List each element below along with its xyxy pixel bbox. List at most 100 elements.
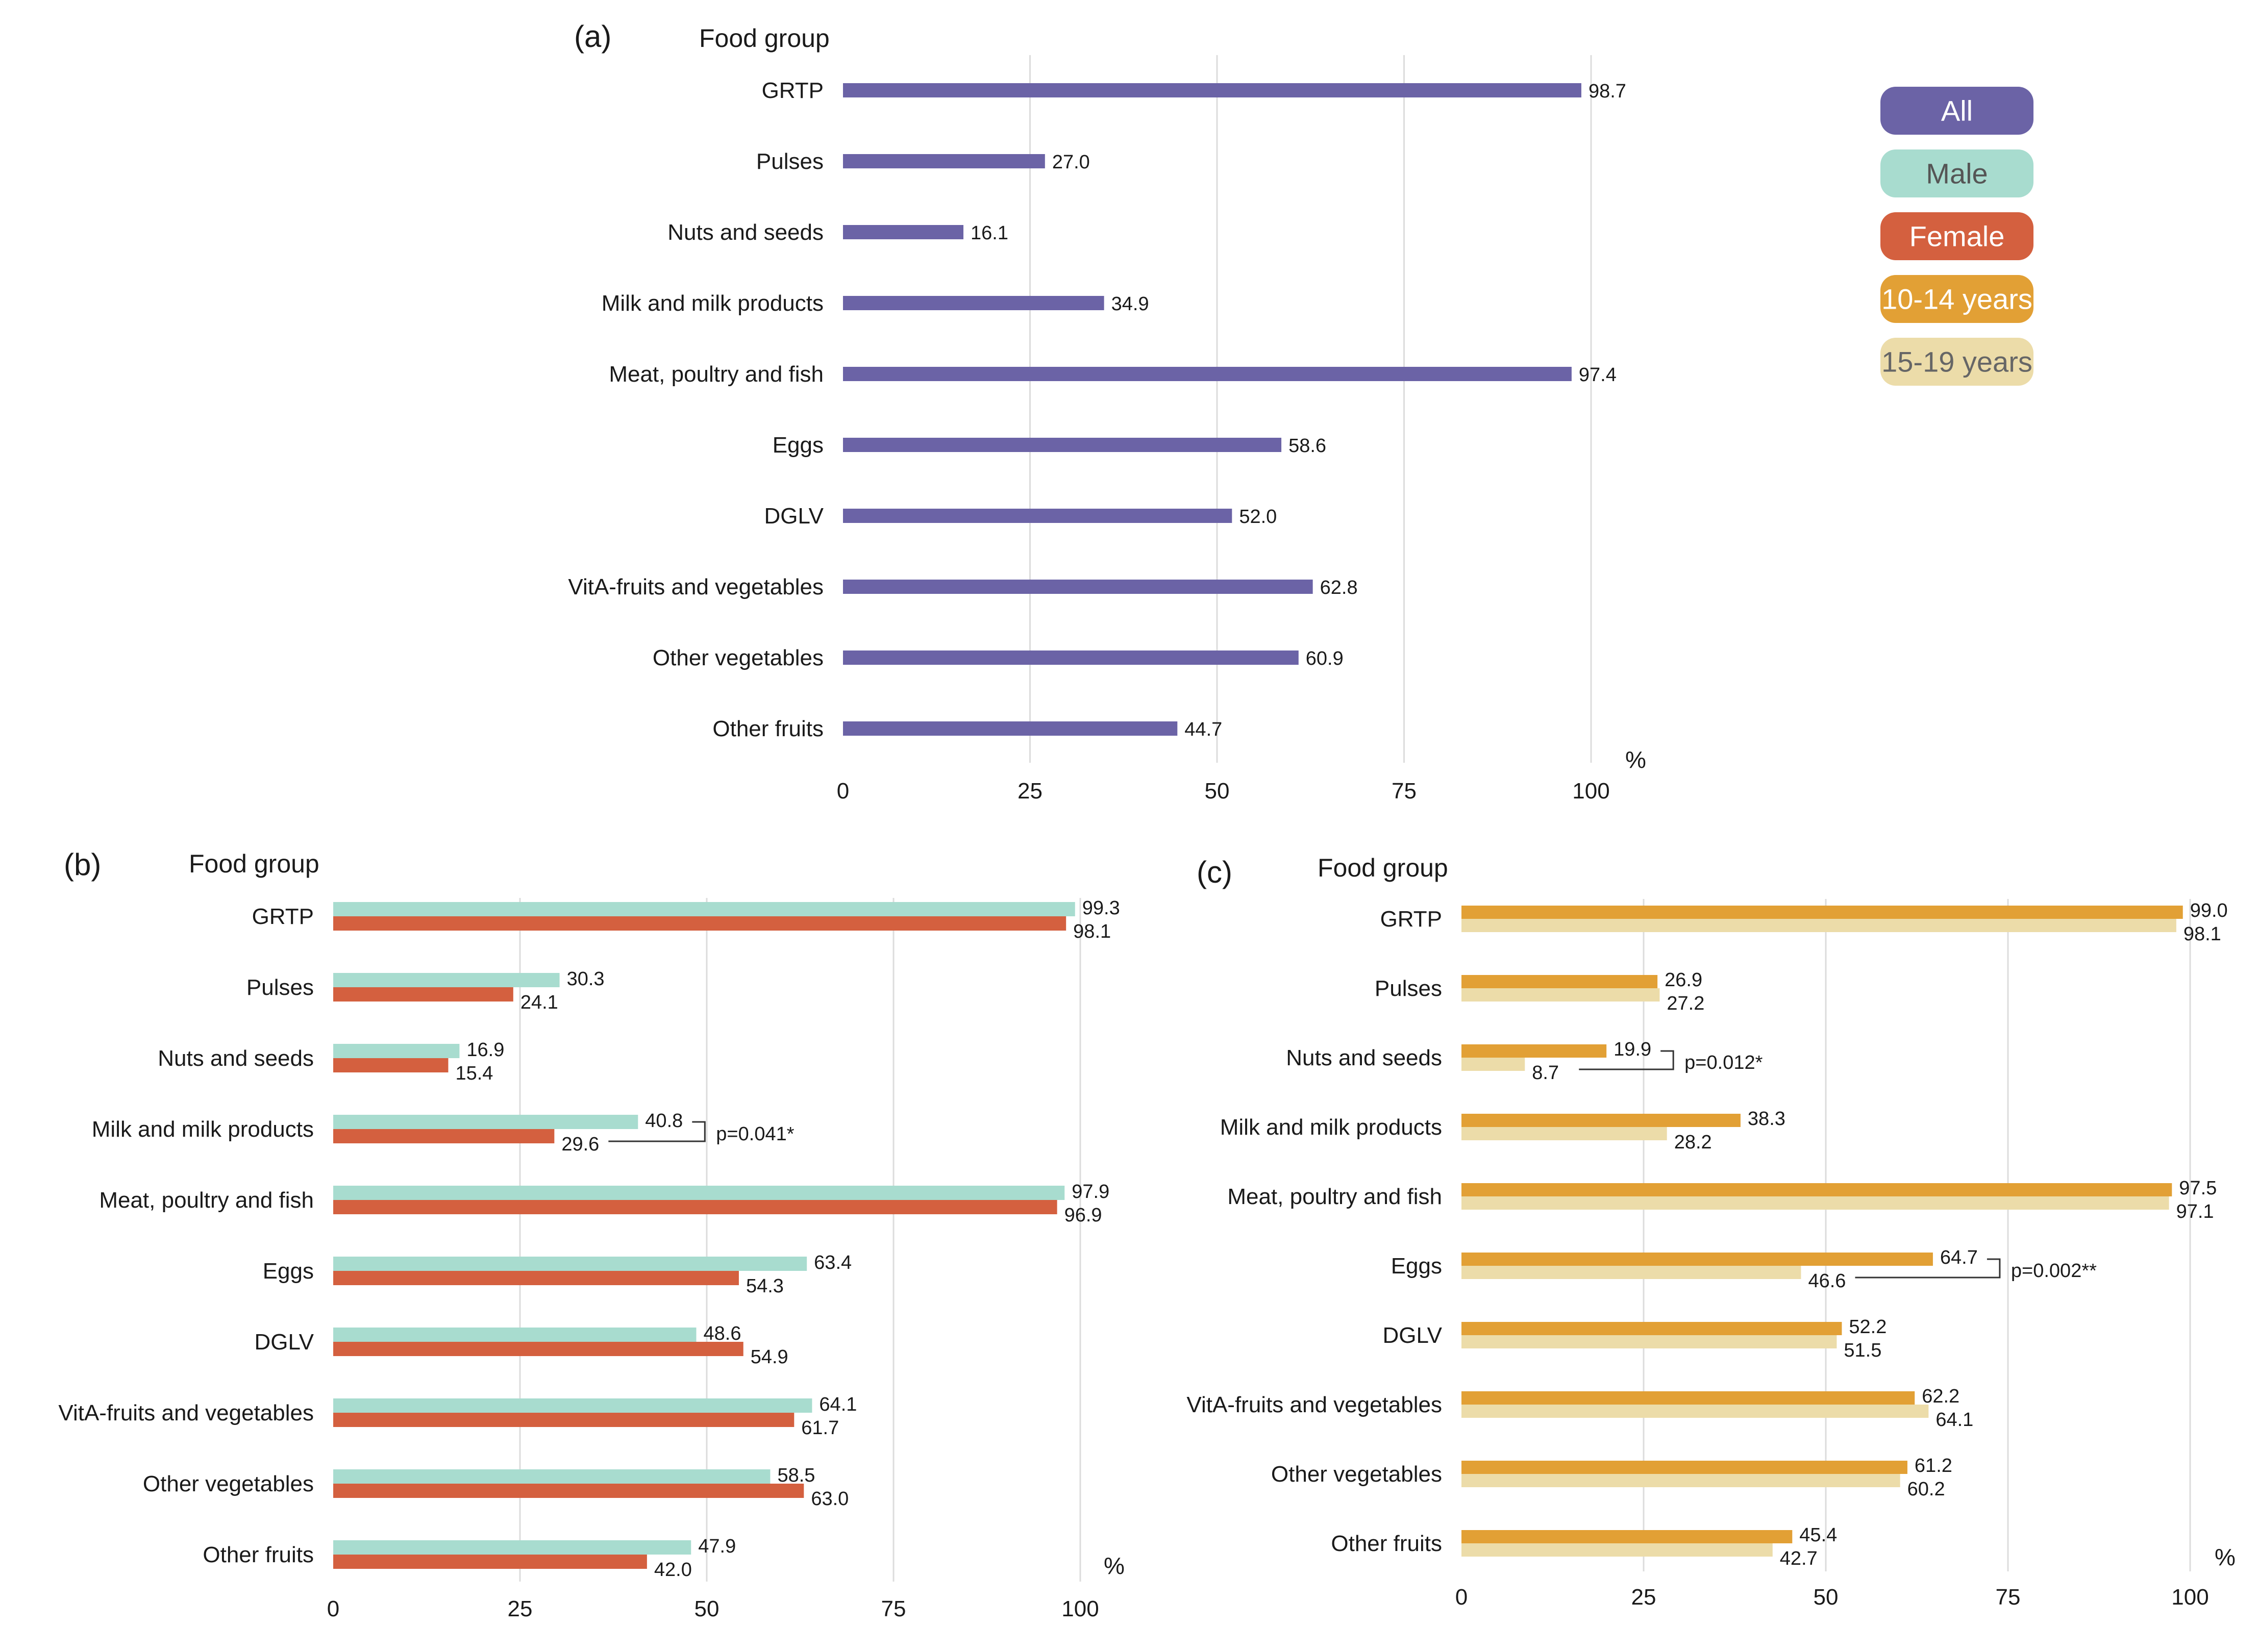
panel-c-bar-10-14-years-pulses [1461,975,1658,988]
legend-swatch-10-14-years [1880,275,2033,323]
panel-a-xtick-75: 75 [1392,779,1417,804]
panel-a-xlabel: % [1625,746,1646,773]
panel-b-value-male-eggs: 63.4 [814,1252,852,1273]
panel-b-chart: (b) Food group % 0 25 50 75 100 GRTP 99.398.1 P… [58,847,1125,1621]
panel-c-bar-10-14-years-other-vegetables [1461,1461,1907,1474]
panel-a-category-pulses: Pulses [756,149,824,174]
panel-b-category-eggs: Eggs [263,1259,314,1284]
panel-c-pvalue-eggs: p=0.002** [2011,1260,2097,1282]
panel-a-category-milk-and-milk-products: Milk and milk products [602,291,824,316]
panel-c-bar-10-14-years-meat-poultry-and-fish [1461,1183,2172,1196]
panel-c-category-vita-fruits-and-vegetables: VitA-fruits and vegetables [1186,1392,1442,1417]
panel-b-value-female-vita-fruits-and-vegetables: 61.7 [801,1417,839,1439]
panel-c-label: (c) [1197,855,1232,889]
panel-a-category-meat-poultry-and-fish: Meat, poultry and fish [609,362,824,387]
panel-c-category-milk-and-milk-products: Milk and milk products [1220,1115,1442,1140]
panel-c-value-10-14-years-nuts-and-seeds: 19.9 [1614,1039,1651,1060]
panel-b-category-other-vegetables: Other vegetables [143,1471,314,1496]
panel-b-bar-male-meat-poultry-and-fish [333,1186,1065,1200]
panel-a-xtick-25: 25 [1018,779,1043,804]
panel-c-bar-15-19-years-milk-and-milk-products [1461,1127,1667,1140]
panel-a-xtick-100: 100 [1572,779,1609,804]
panel-c-xtick-75: 75 [1996,1585,2021,1610]
panel-b-bar-male-nuts-and-seeds [333,1044,460,1058]
panel-c-category-dglv: DGLV [1382,1323,1442,1348]
panel-a-bar-all-dglv [843,509,1232,523]
panel-b-bar-male-grtp [333,902,1075,916]
panel-b-category-grtp: GRTP [252,904,314,929]
panel-b-value-male-grtp: 99.3 [1082,897,1120,919]
panel-b-category-other-fruits: Other fruits [203,1542,314,1567]
panel-b-value-female-pulses: 24.1 [520,992,558,1013]
panel-a-bar-all-meat-poultry-and-fish [843,367,1572,381]
legend-swatch-female [1880,212,2033,260]
panel-c-value-10-14-years-eggs: 64.7 [1940,1247,1978,1268]
panel-c-value-15-19-years-pulses: 27.2 [1667,993,1704,1014]
legend: All Male Female 10-14 years 15-19 years [1880,87,2033,386]
panel-b-value-male-nuts-and-seeds: 16.9 [466,1039,504,1061]
panel-c-pvalue-nuts-and-seeds: p=0.012* [1684,1052,1763,1073]
panel-a-bar-all-pulses [843,154,1045,168]
panel-b-value-female-grtp: 98.1 [1073,921,1111,942]
panel-c-bar-10-14-years-milk-and-milk-products [1461,1114,1741,1127]
panel-b-label: (b) [64,847,101,882]
panel-a-bar-all-other-vegetables [843,650,1299,665]
panel-a-bar-all-eggs [843,438,1282,452]
panel-c-category-pulses: Pulses [1375,976,1442,1001]
panel-a-label: (a) [574,19,611,54]
panel-c-value-10-14-years-meat-poultry-and-fish: 97.5 [2179,1178,2217,1199]
panel-c-category-meat-poultry-and-fish: Meat, poultry and fish [1227,1184,1442,1209]
panel-c-bar-15-19-years-meat-poultry-and-fish [1461,1196,2169,1210]
panel-a-xtick-50: 50 [1205,779,1230,804]
panel-c-value-15-19-years-eggs: 46.6 [1808,1270,1846,1292]
legend-swatch-15-19-years [1880,338,2033,386]
panel-c-xtick-100: 100 [2171,1585,2209,1610]
panel-c-ylabel: Food group [1318,854,1448,882]
legend-label-all: All [1941,95,1973,127]
panel-a-value-all-pulses: 27.0 [1052,152,1090,173]
panel-a-bar-all-other-fruits [843,721,1178,736]
panel-b-bar-female-dglv [333,1342,743,1356]
panel-c-value-10-14-years-dglv: 52.2 [1849,1316,1887,1338]
panel-c-xlabel: % [2215,1544,2236,1570]
panel-a-chart: (a) Food group % 0 25 50 75 100 GRTP 98.7 Pulse… [568,19,1646,804]
panel-b-pvalue-milk-and-milk-products: p=0.041* [716,1123,794,1145]
panel-b-bar-female-milk-and-milk-products [333,1129,555,1143]
panel-c-bar-15-19-years-dglv [1461,1335,1837,1348]
panel-b-xtick-25: 25 [508,1596,533,1621]
panel-c-bar-10-14-years-nuts-and-seeds [1461,1044,1607,1058]
legend-swatch-all [1880,87,2033,135]
panel-b-bar-male-pulses [333,973,560,987]
panel-a-category-dglv: DGLV [764,504,824,529]
legend-label-15-19-years: 15-19 years [1881,346,2032,378]
panel-b-bar-male-other-fruits [333,1540,691,1555]
panel-c-bar-15-19-years-vita-fruits-and-vegetables [1461,1405,1929,1418]
panel-c-bar-15-19-years-eggs [1461,1266,1801,1279]
panel-c-bar-15-19-years-pulses [1461,988,1660,1002]
legend-label-male: Male [1926,158,1988,190]
panel-b-xlabel: % [1104,1553,1125,1579]
panel-c-bar-15-19-years-nuts-and-seeds [1461,1058,1525,1071]
panel-b-value-female-other-vegetables: 63.0 [811,1488,849,1510]
panel-b-bar-male-milk-and-milk-products [333,1115,638,1129]
panel-c-category-eggs: Eggs [1391,1254,1442,1279]
panel-c-significance-bracket-nuts-and-seeds [1579,1050,1674,1070]
panel-b-value-female-meat-poultry-and-fish: 96.9 [1064,1205,1102,1226]
panel-b-value-male-other-fruits: 47.9 [698,1536,736,1557]
panel-b-xtick-50: 50 [694,1596,719,1621]
panel-c-value-15-19-years-dglv: 51.5 [1844,1340,1881,1361]
panel-a-value-all-nuts-and-seeds: 16.1 [971,222,1008,244]
panel-a-value-all-eggs: 58.6 [1288,435,1326,457]
panel-b-bar-female-pulses [333,987,513,1002]
panel-b-bar-male-eggs [333,1257,807,1271]
panel-c-category-nuts-and-seeds: Nuts and seeds [1286,1045,1442,1070]
panel-a-value-all-meat-poultry-and-fish: 97.4 [1579,364,1617,386]
panel-b-category-dglv: DGLV [254,1330,314,1355]
panel-b-xtick-100: 100 [1061,1596,1099,1621]
panel-c-bar-10-14-years-other-fruits [1461,1530,1793,1543]
panel-c-bar-10-14-years-grtp [1461,906,2183,919]
panel-c-value-15-19-years-other-vegetables: 60.2 [1907,1479,1945,1500]
panel-b-bar-male-other-vegetables [333,1469,771,1484]
panel-b-bar-female-nuts-and-seeds [333,1058,449,1072]
